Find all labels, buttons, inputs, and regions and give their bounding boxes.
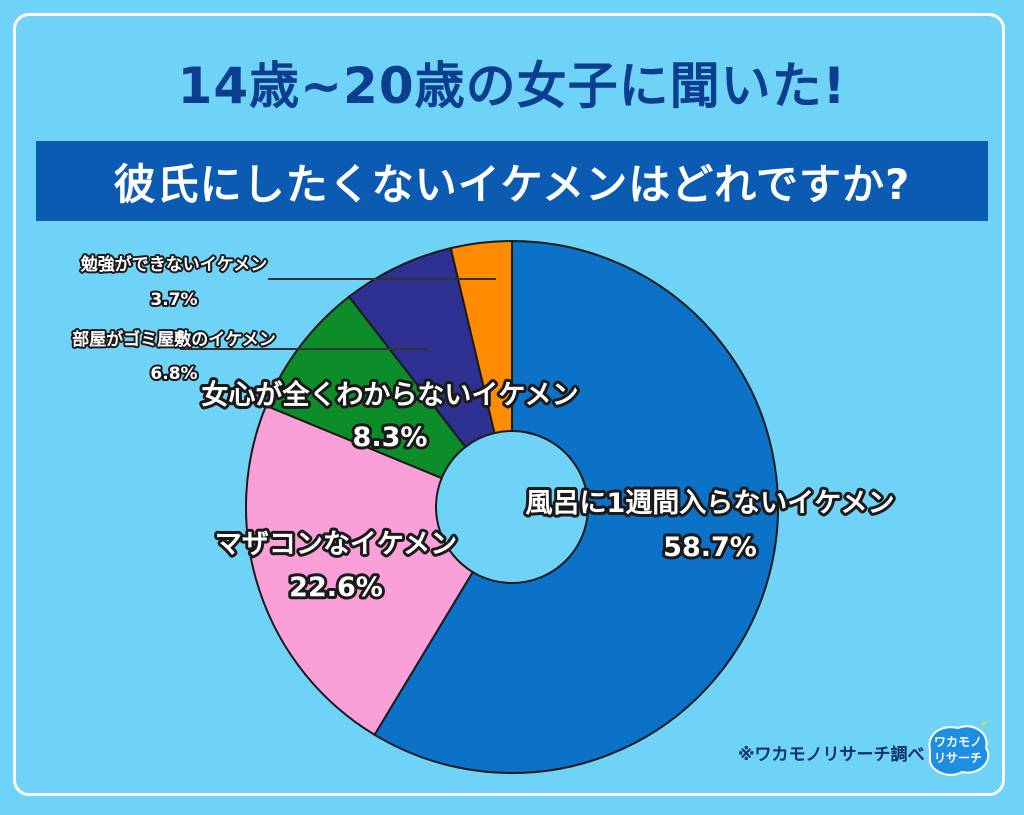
svg-text:ワカモノ: ワカモノ	[934, 735, 982, 749]
wakamono-research-logo: ワカモノ リサーチ	[928, 720, 990, 776]
chart-slices	[245, 239, 779, 774]
slice-value-label-2: 8.3%	[353, 422, 428, 453]
slice-value-label-1: 22.6%	[289, 572, 383, 603]
slice-value-label-3: 6.8%	[150, 364, 197, 384]
source-note: ※ワカモノリサーチ調べ	[738, 745, 925, 765]
chart-question: 彼氏にしたくないイケメンはどれですか?	[113, 159, 911, 209]
pie-slice-1	[245, 404, 475, 737]
pie-slice-0	[373, 239, 779, 774]
chart-leader-lines	[180, 278, 496, 350]
pie-slice-2	[264, 295, 467, 480]
slice-label-0: 風呂に1週間入らないイケメン	[526, 488, 895, 519]
slice-value-label-0: 58.7%	[663, 532, 757, 563]
subtitle-banner: 彼氏にしたくないイケメンはどれですか?	[36, 141, 988, 221]
slice-label-3: 部屋がゴミ屋敷のイケメン	[72, 329, 276, 350]
slice-value-label-4: 3.7%	[150, 290, 197, 310]
page-title: 14歳~20歳の女子に聞いた!	[177, 57, 847, 115]
slice-label-4: 勉強ができないイケメン	[80, 254, 268, 275]
svg-text:リサーチ: リサーチ	[934, 751, 982, 765]
page-frame	[13, 13, 1005, 796]
pie-slice-4	[449, 239, 513, 435]
slice-label-2: 女心が全くわからないイケメン	[201, 379, 578, 411]
slice-label-1: マザコンなイケメン	[215, 529, 457, 560]
chart-labels: 風呂に1週間入らないイケメン 58.7% マザコンなイケメン 22.6% 女心が全くわか…	[70, 252, 897, 606]
